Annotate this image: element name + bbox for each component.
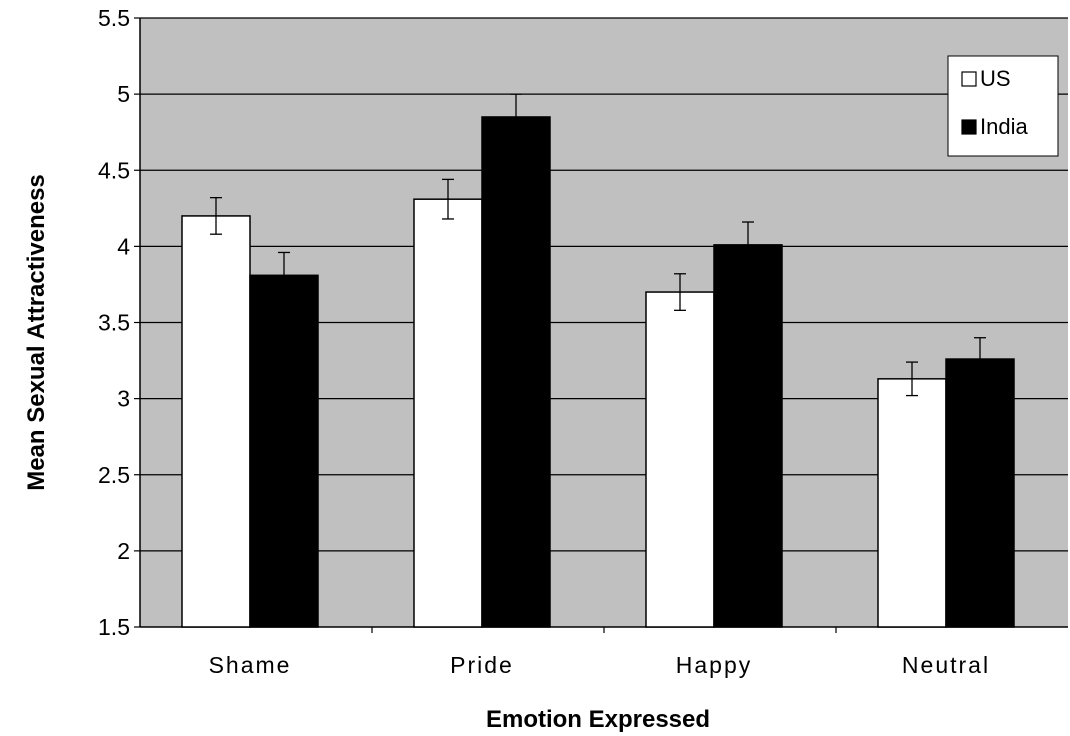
y-tick-label: 5 [117, 81, 130, 107]
y-tick-label: 4 [117, 233, 130, 259]
y-tick-label: 1.5 [98, 614, 130, 640]
x-category-label: Pride [450, 652, 514, 678]
bar-us [413, 198, 483, 628]
legend-swatch-india [961, 119, 977, 135]
y-tick-label: 5.5 [98, 5, 130, 31]
bars [181, 116, 1015, 628]
bar-us [877, 378, 947, 628]
bar-us [645, 291, 715, 628]
y-tick-label: 3.5 [98, 310, 130, 336]
legend: US India [947, 55, 1059, 157]
x-category-label: Neutral [902, 652, 990, 678]
y-tick-label: 3 [117, 386, 130, 412]
bar-india [481, 116, 551, 628]
error-bars [210, 93, 986, 397]
y-tick-label: 2.5 [98, 462, 130, 488]
y-axis-title: Mean Sexual Attractiveness [23, 174, 50, 491]
bar-india [713, 244, 783, 628]
legend-swatch-us [961, 71, 977, 87]
x-axis-title: Emotion Expressed [486, 706, 710, 733]
x-category-label: Shame [209, 652, 292, 678]
y-tick-label: 2 [117, 538, 130, 564]
x-category-label: Happy [676, 652, 752, 678]
bar-india [945, 358, 1015, 628]
legend-label-us: US [980, 66, 1011, 91]
legend-label-india: India [980, 114, 1028, 139]
y-tick-label: 4.5 [98, 157, 130, 183]
bar-india [249, 274, 319, 628]
bar-us [181, 215, 251, 628]
labels: 1.5 2 2.5 3 3.5 4 4.5 5 5.5 Shame Pride Happy Neutra… [98, 5, 990, 678]
